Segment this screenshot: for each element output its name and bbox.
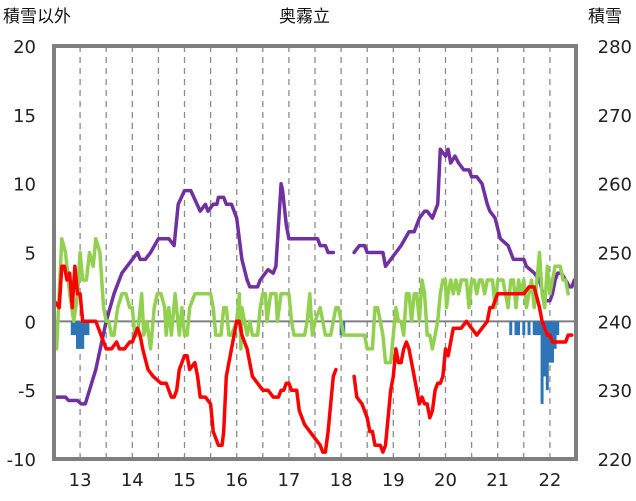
bar <box>86 321 90 336</box>
series-line <box>52 181 336 406</box>
bar <box>545 321 549 391</box>
left-tick-label: -10 <box>7 450 36 471</box>
x-tick-label: 15 <box>173 470 196 491</box>
x-tick-label: 16 <box>225 470 248 491</box>
left-tick-label: 0 <box>25 312 36 333</box>
x-tick-label: 19 <box>382 470 405 491</box>
right-tick-label: 230 <box>598 381 632 402</box>
left-tick-label: 15 <box>13 106 36 127</box>
axis-labels: 20 15 10 5 0 -5 -10 280 270 260 250 240 230 220 13 14 15… <box>7 37 632 491</box>
x-tick-label: 17 <box>277 470 300 491</box>
x-tick-label: 21 <box>486 470 509 491</box>
right-tick-label: 280 <box>598 37 632 58</box>
bar <box>548 321 552 363</box>
bar <box>535 321 539 336</box>
left-tick-label: 20 <box>13 37 36 58</box>
bar <box>73 321 77 336</box>
series-line <box>52 236 570 365</box>
right-tick-label: 260 <box>598 175 632 196</box>
left-axis-title: 積雪以外 <box>3 7 71 27</box>
right-tick-label: 250 <box>598 244 632 265</box>
bar <box>78 321 82 349</box>
left-tick-label: 5 <box>25 244 36 265</box>
bar <box>537 321 541 336</box>
x-tick-label: 18 <box>330 470 353 491</box>
x-tick-label: 22 <box>538 470 561 491</box>
bar <box>81 321 85 349</box>
bar <box>522 321 526 336</box>
bar <box>553 321 557 349</box>
bar <box>540 321 544 404</box>
left-tick-label: 10 <box>13 175 36 196</box>
right-tick-label: 270 <box>598 106 632 127</box>
right-tick-label: 220 <box>598 450 632 471</box>
grid <box>54 46 576 459</box>
series-line <box>352 147 577 303</box>
bar <box>527 321 531 336</box>
series-line <box>352 285 574 454</box>
right-tick-label: 240 <box>598 312 632 333</box>
bar <box>543 321 547 377</box>
bar <box>517 321 521 336</box>
right-axis-title: 積雪 <box>588 7 622 27</box>
x-tick-label: 13 <box>69 470 92 491</box>
left-tick-label: -5 <box>18 381 36 402</box>
bar <box>83 321 87 336</box>
x-tick-label: 20 <box>434 470 457 491</box>
bar <box>75 321 79 349</box>
series-lines <box>52 147 577 454</box>
plot-frame <box>52 44 578 461</box>
bar <box>532 321 536 336</box>
chart-title: 奥霧立 <box>279 7 330 27</box>
series-line <box>52 264 338 454</box>
bar <box>514 321 518 336</box>
bar <box>509 321 513 336</box>
bar <box>70 321 74 336</box>
bar <box>556 321 560 336</box>
x-tick-label: 14 <box>121 470 144 491</box>
